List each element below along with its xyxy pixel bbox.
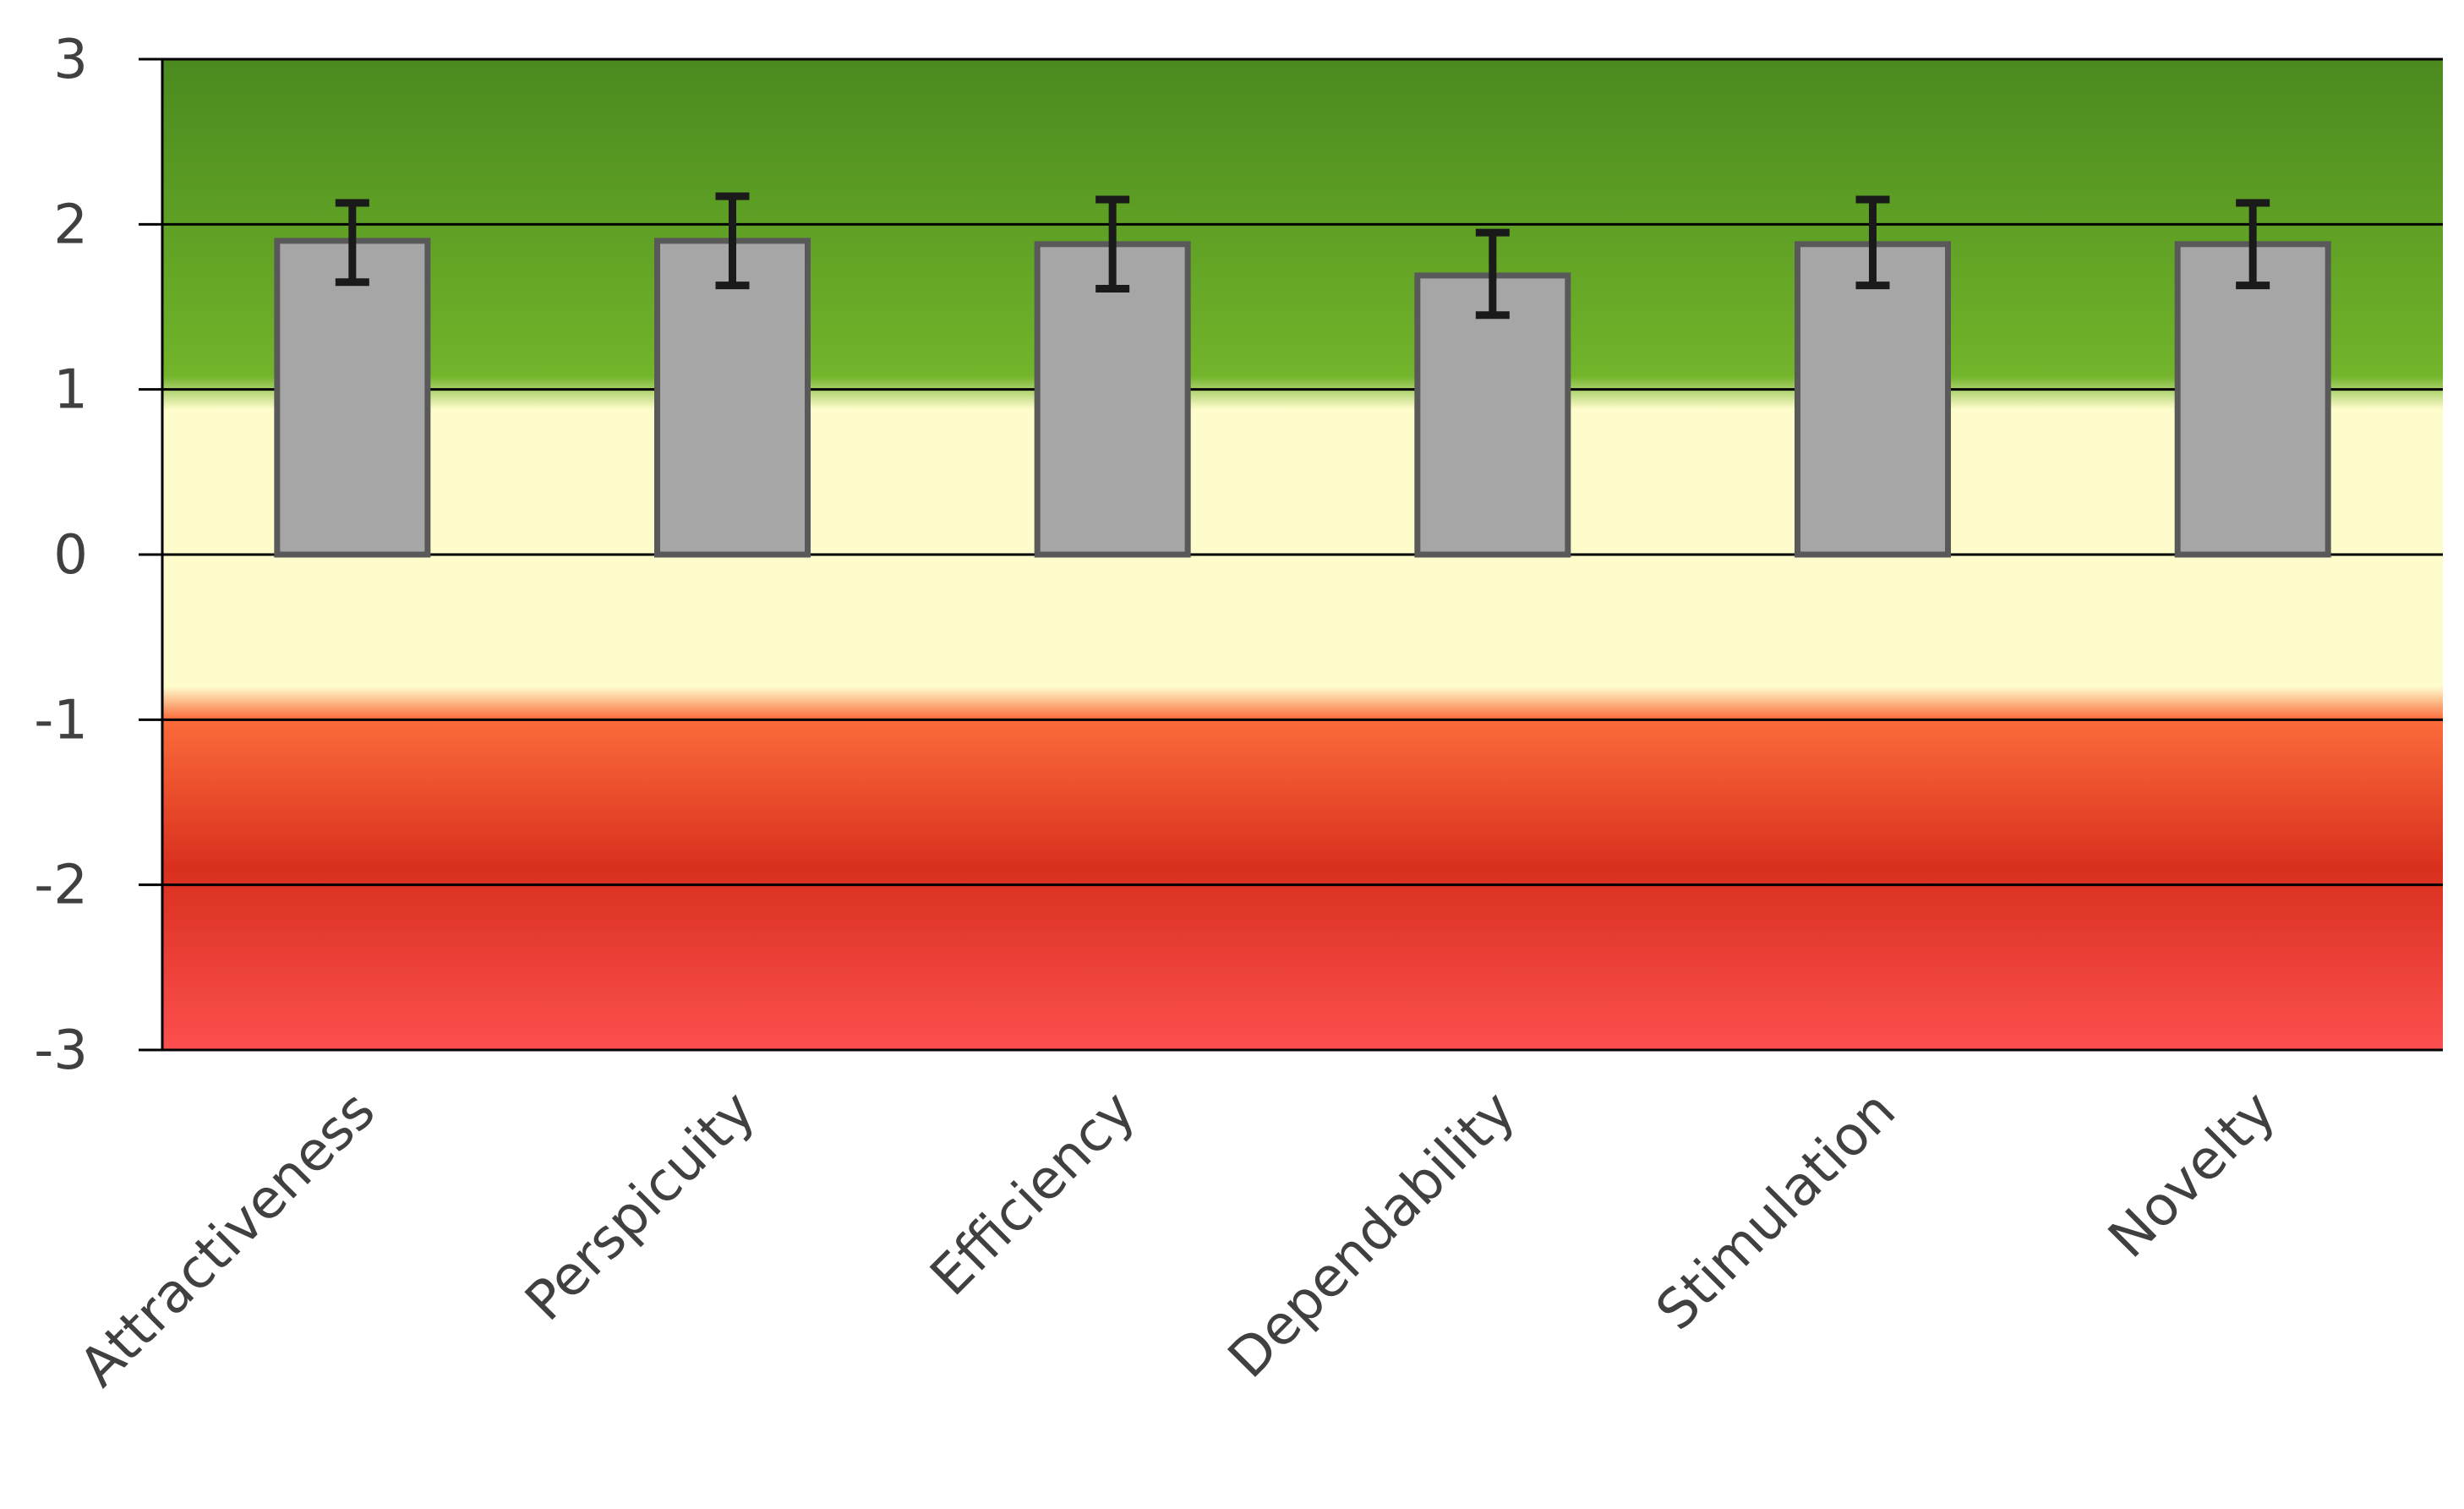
y-tick-label: 3 (53, 29, 88, 91)
error-bar (715, 192, 750, 290)
x-category-label: Stimulation (1645, 1080, 1908, 1342)
band-neutral (162, 409, 2443, 687)
x-category-label: Perspicuity (514, 1080, 768, 1333)
y-tick-label: -2 (34, 855, 88, 917)
bar (2174, 241, 2331, 558)
y-tick-label: 0 (53, 524, 88, 587)
error-bars (335, 192, 2270, 320)
y-tick-label: -1 (34, 689, 88, 752)
error-bar (335, 199, 369, 287)
y-tick-label: -3 (34, 1020, 88, 1082)
band-transition-upper (162, 376, 2443, 410)
band-good (162, 59, 2443, 377)
band-transition-lower (162, 686, 2443, 720)
error-bar (1855, 195, 1890, 290)
error-bar (2236, 199, 2270, 290)
bar (274, 238, 431, 558)
gridlines (139, 57, 2443, 1052)
bar (1795, 241, 1951, 558)
x-category-label: Attractiveness (68, 1080, 387, 1399)
bar (1034, 241, 1191, 558)
x-category-label: Dependability (1216, 1080, 1527, 1391)
y-axis: 3 2 1 0 -1 -2 -3 (34, 29, 164, 1082)
x-category-label: Efficiency (919, 1080, 1147, 1308)
x-axis-labels: Attractiveness Perspicuity Efficiency Depen… (68, 1080, 2287, 1399)
x-category-label: Novelty (2097, 1080, 2288, 1271)
error-bar (1475, 228, 1510, 320)
y-tick-label: 2 (53, 194, 88, 256)
y-tick-label: 1 (53, 359, 88, 422)
error-bar (1095, 195, 1130, 293)
